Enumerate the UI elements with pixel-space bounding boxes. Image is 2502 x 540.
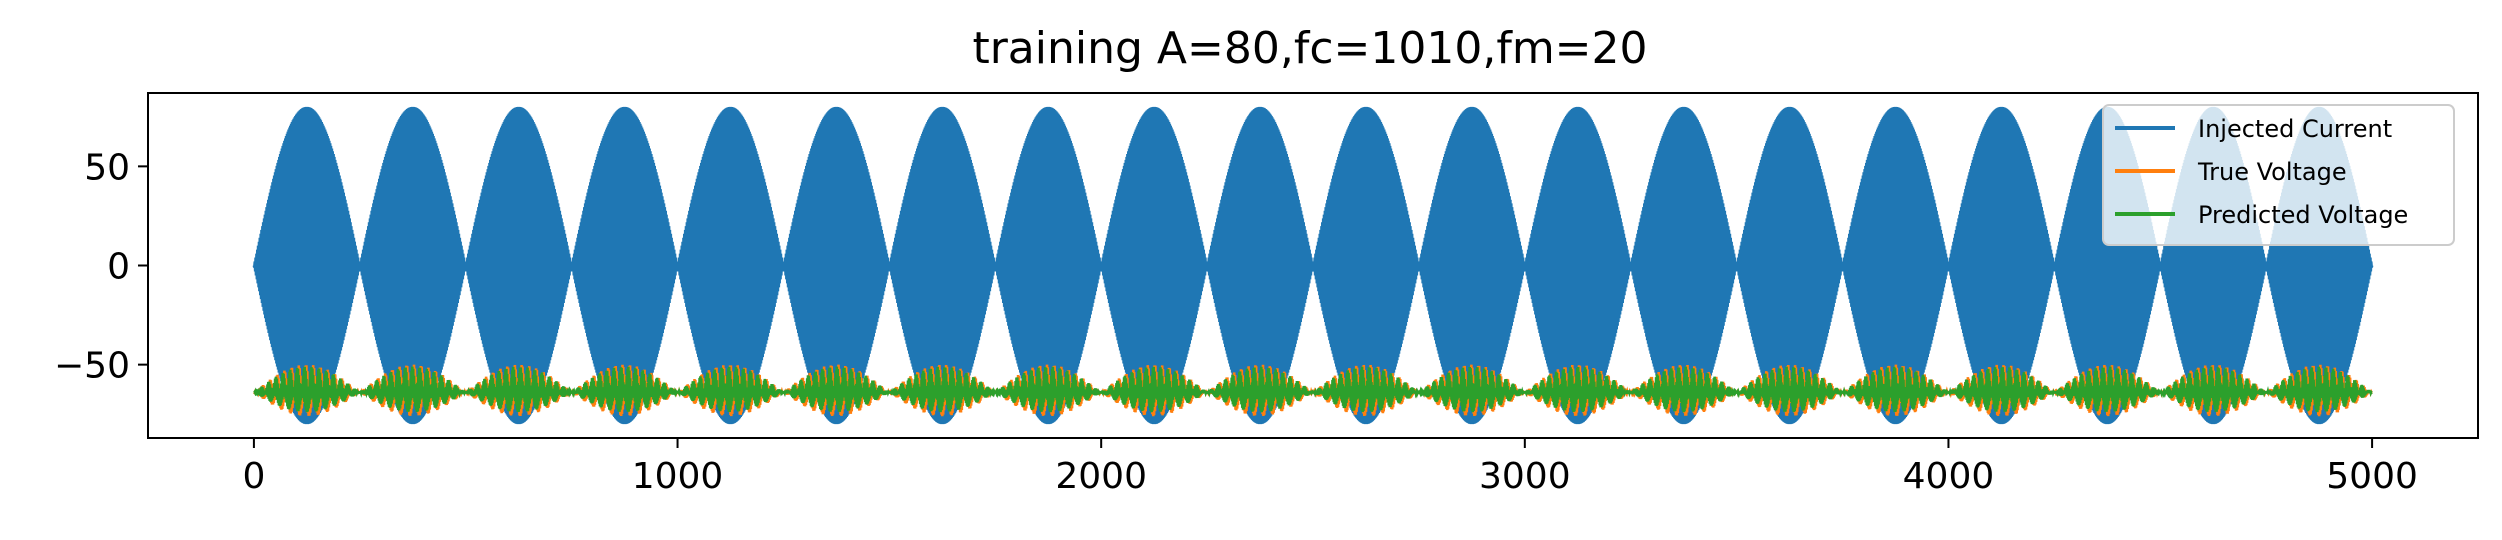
x-axis: 0 1000 2000 3000 4000 5000 — [242, 438, 2418, 497]
x-tick-label: 2000 — [1055, 456, 1147, 497]
y-tick-label: 50 — [84, 147, 130, 188]
x-tick-label: 4000 — [1903, 456, 1995, 497]
series-line-predicted-voltage — [253, 366, 2373, 413]
y-axis: −50 0 50 — [54, 147, 148, 387]
legend: Injected Current True Voltage Predicted … — [2102, 104, 2455, 246]
x-tick-label: 1000 — [632, 456, 724, 497]
x-tick-label: 3000 — [1479, 456, 1571, 497]
x-tick-label: 0 — [242, 456, 265, 497]
legend-box — [2102, 104, 2455, 246]
x-tick-label: 5000 — [2326, 456, 2418, 497]
legend-label-true-voltage: True Voltage — [2197, 158, 2347, 186]
legend-label-predicted-voltage: Predicted Voltage — [2198, 201, 2408, 229]
plot-area: 0 1000 2000 3000 4000 5000 −50 0 50 — [54, 92, 2479, 497]
y-tick-label: −50 — [54, 346, 130, 387]
chart-title: training A=80,fc=1010,fm=20 — [972, 23, 1647, 74]
series-line-injected-current — [252, 106, 2374, 425]
legend-label-injected-current: Injected Current — [2198, 115, 2392, 143]
y-tick-label: 0 — [107, 247, 130, 288]
